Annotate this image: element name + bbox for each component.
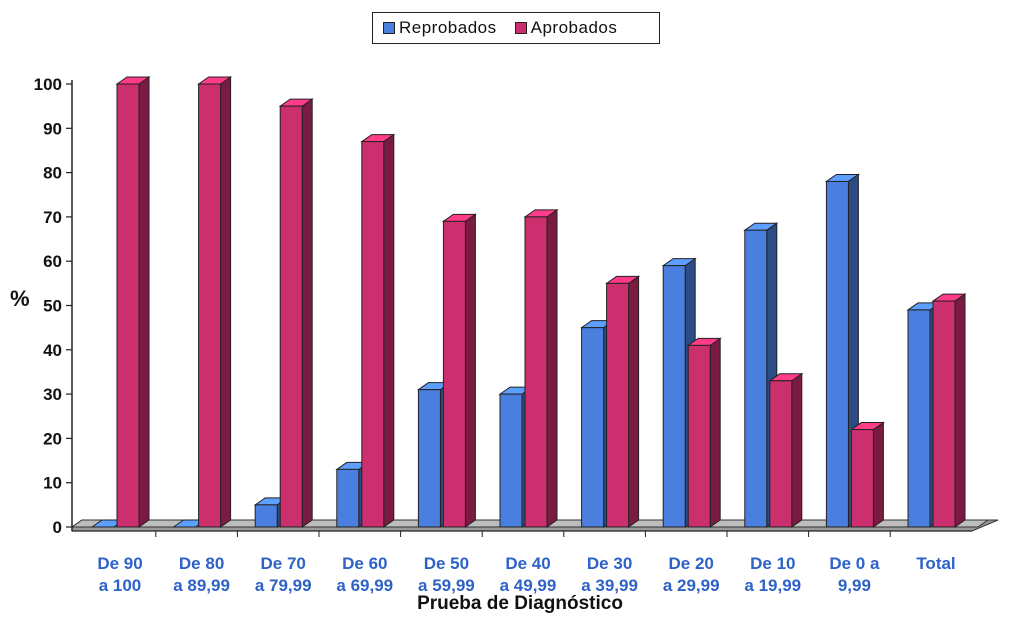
bar-aprobados-side (628, 275, 640, 528)
y-tick-label: 30 (43, 385, 62, 404)
bar-aprobados (769, 380, 793, 528)
bar-aprobados (198, 83, 222, 528)
bar-reprobados (581, 327, 605, 528)
bar-aprobados (116, 83, 140, 528)
bar-aprobados-side (383, 133, 395, 528)
bar-reprobados (744, 229, 768, 528)
x-tick-label: De 50 (424, 554, 469, 573)
y-tick-label: 0 (53, 518, 62, 537)
bar-aprobados-side (954, 293, 966, 528)
y-tick-label: 50 (43, 297, 62, 316)
bar-aprobados (524, 216, 548, 528)
legend-swatch-reprobados (383, 22, 395, 34)
bar-reprobados (907, 309, 931, 528)
x-tick-label: De 20 (669, 554, 714, 573)
y-tick-label: 60 (43, 252, 62, 271)
y-tick-label: 40 (43, 341, 62, 360)
x-tick-label: a 59,99 (418, 576, 475, 595)
legend-item-reprobados: Reprobados (383, 18, 497, 38)
legend-label-aprobados: Aprobados (530, 18, 618, 37)
bar-aprobados (850, 429, 874, 528)
x-tick-label: De 90 (97, 554, 142, 573)
bar-aprobados (361, 141, 385, 528)
y-tick-label: 10 (43, 474, 62, 493)
legend-label-reprobados: Reprobados (399, 18, 497, 37)
bar-aprobados-side (791, 372, 803, 528)
x-tick-label: De 40 (505, 554, 550, 573)
x-axis-label: Prueba de Diagnóstico (417, 593, 623, 614)
x-tick-label: De 60 (342, 554, 387, 573)
x-tick-label: De 30 (587, 554, 632, 573)
bar-aprobados (687, 344, 711, 528)
bar-reprobados (336, 468, 360, 528)
bar-aprobados-side (138, 76, 150, 528)
y-tick-label: 90 (43, 119, 62, 138)
bar-aprobados-side (709, 337, 721, 528)
x-tick-label: a 39,99 (581, 576, 638, 595)
bar-aprobados (279, 105, 303, 528)
y-tick-label: 20 (43, 429, 62, 448)
y-tick-label: 80 (43, 164, 62, 183)
chart-legend: Reprobados Aprobados (372, 12, 660, 44)
legend-swatch-aprobados (514, 22, 527, 34)
bar-aprobados (932, 300, 956, 528)
bar-reprobados (254, 504, 278, 528)
y-axis-label: % (10, 286, 30, 311)
x-tick-label: a 29,99 (663, 576, 720, 595)
bar-aprobados-side (546, 208, 558, 528)
bar-aprobados-side (872, 421, 884, 528)
x-tick-label: De 0 a (829, 554, 880, 573)
bar-aprobados-side (464, 213, 476, 528)
y-tick-label: 100 (34, 75, 62, 94)
x-tick-label: De 10 (750, 554, 795, 573)
bar-aprobados-side (220, 76, 232, 528)
x-tick-label: a 49,99 (500, 576, 557, 595)
x-tick-label: a 79,99 (255, 576, 312, 595)
bar-reprobados (825, 180, 849, 528)
x-tick-label: De 70 (261, 554, 306, 573)
x-tick-label: a 69,99 (336, 576, 393, 595)
bar-reprobados (417, 389, 441, 528)
bar-reprobados (662, 265, 686, 528)
legend-item-aprobados: Aprobados (514, 18, 618, 38)
x-tick-label: De 80 (179, 554, 224, 573)
bar-aprobados (606, 282, 630, 528)
x-tick-label: a 89,99 (173, 576, 230, 595)
x-tick-label: a 19,99 (744, 576, 801, 595)
bar-reprobados (499, 393, 523, 528)
x-tick-label: 9,99 (838, 576, 871, 595)
x-tick-label: a 100 (99, 576, 142, 595)
x-tick-label: Total (916, 554, 955, 573)
bar-aprobados (442, 220, 466, 528)
bar-aprobados-side (301, 98, 313, 528)
y-tick-label: 70 (43, 208, 62, 227)
